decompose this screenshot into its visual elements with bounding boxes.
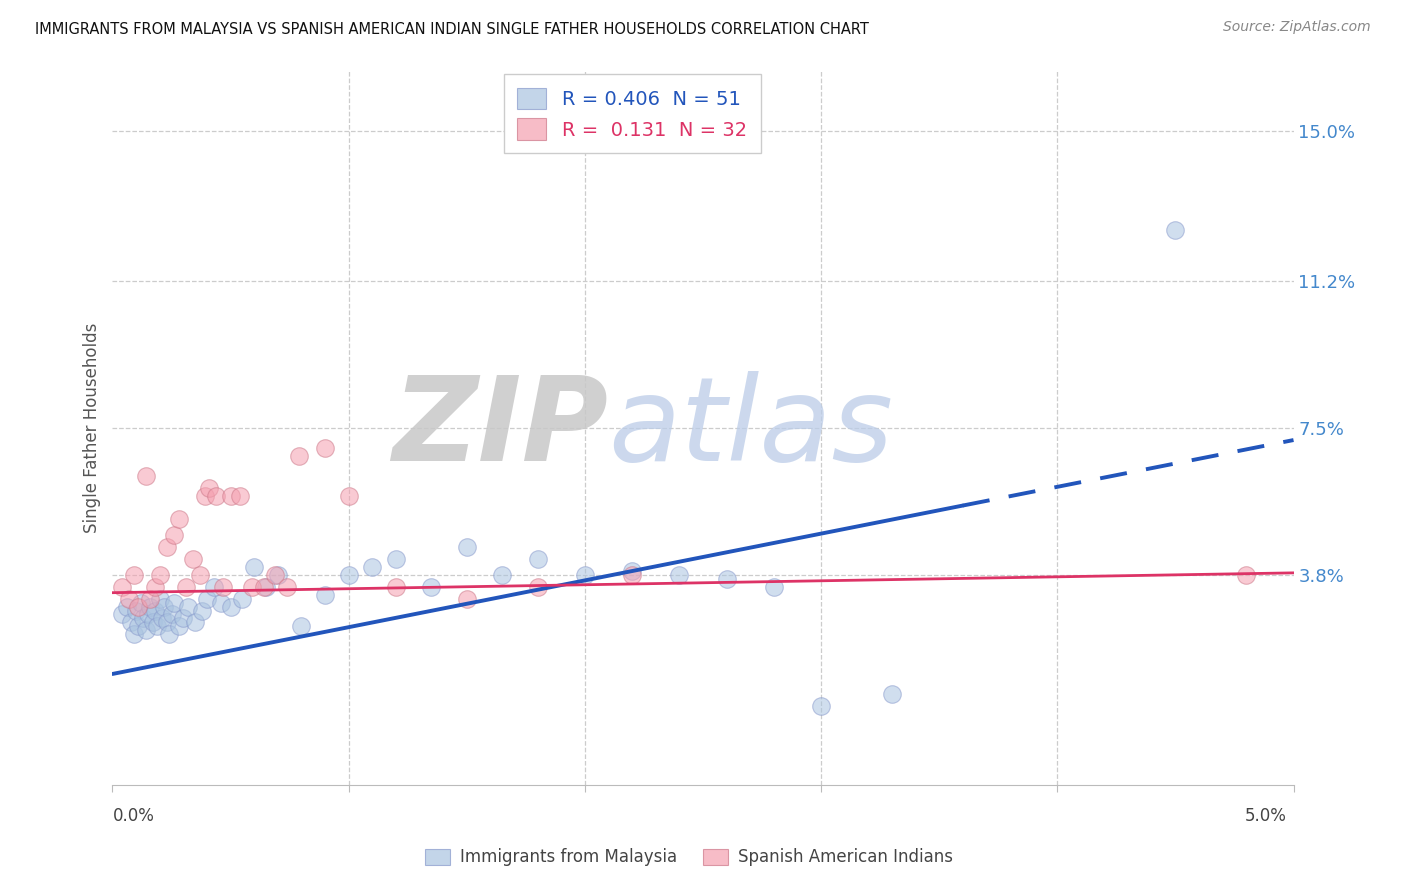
Point [143,580,166,594]
Point [880,687,903,701]
Point [125,603,148,617]
Point [111,607,134,622]
Point [167,512,190,526]
Point [139,599,162,614]
Point [167,619,190,633]
Point [243,560,266,574]
Point [253,580,276,594]
Point [163,596,186,610]
Point [456,591,478,606]
Point [115,599,138,614]
Point [188,567,211,582]
Point [491,567,513,582]
Point [160,607,183,622]
Point [153,599,176,614]
Point [181,552,204,566]
Point [456,540,478,554]
Point [149,567,172,582]
Point [122,627,145,641]
Point [621,564,644,578]
Point [209,596,232,610]
Point [526,580,548,594]
Point [194,489,217,503]
Legend: Immigrants from Malaysia, Spanish American Indians: Immigrants from Malaysia, Spanish Americ… [419,842,959,873]
Point [420,580,443,594]
Point [314,588,336,602]
Point [127,619,149,633]
Point [174,580,197,594]
Point [156,615,179,630]
Point [267,567,290,582]
Point [143,603,166,617]
Point [177,599,200,614]
Point [184,615,207,630]
Point [762,580,785,594]
Point [361,560,384,574]
Point [290,619,312,633]
Point [254,580,277,594]
Text: 0.0%: 0.0% [112,807,155,825]
Point [212,580,235,594]
Point [219,489,242,503]
Point [122,567,145,582]
Point [1234,567,1257,582]
Legend: R = 0.406  N = 51, R =  0.131  N = 32: R = 0.406 N = 51, R = 0.131 N = 32 [503,74,761,153]
Point [240,580,263,594]
Text: IMMIGRANTS FROM MALAYSIA VS SPANISH AMERICAN INDIAN SINGLE FATHER HOUSEHOLDS COR: IMMIGRANTS FROM MALAYSIA VS SPANISH AMER… [35,22,869,37]
Point [1164,223,1187,237]
Point [157,627,180,641]
Point [127,599,149,614]
Point [163,528,186,542]
Point [385,552,408,566]
Point [526,552,548,566]
Text: Source: ZipAtlas.com: Source: ZipAtlas.com [1223,20,1371,34]
Point [264,567,287,582]
Point [337,489,360,503]
Point [716,572,738,586]
Y-axis label: Single Father Households: Single Father Households [83,323,101,533]
Point [191,603,214,617]
Point [621,567,644,582]
Point [337,567,360,582]
Point [385,580,408,594]
Point [136,607,159,622]
Point [229,489,252,503]
Point [118,591,141,606]
Point [172,611,194,625]
Point [120,615,142,630]
Point [146,619,169,633]
Text: 5.0%: 5.0% [1244,807,1286,825]
Point [202,580,225,594]
Point [288,449,311,463]
Text: ZIP: ZIP [392,371,609,485]
Point [135,468,157,483]
Point [198,481,221,495]
Point [810,698,832,713]
Point [150,611,173,625]
Point [142,615,165,630]
Point [135,624,157,638]
Text: atlas: atlas [609,371,894,485]
Point [231,591,253,606]
Point [205,489,228,503]
Point [139,591,162,606]
Point [129,596,152,610]
Point [219,599,242,614]
Point [314,441,336,455]
Point [111,580,134,594]
Point [195,591,218,606]
Point [574,567,596,582]
Point [149,591,172,606]
Point [668,567,690,582]
Point [132,611,155,625]
Point [156,540,179,554]
Point [276,580,298,594]
